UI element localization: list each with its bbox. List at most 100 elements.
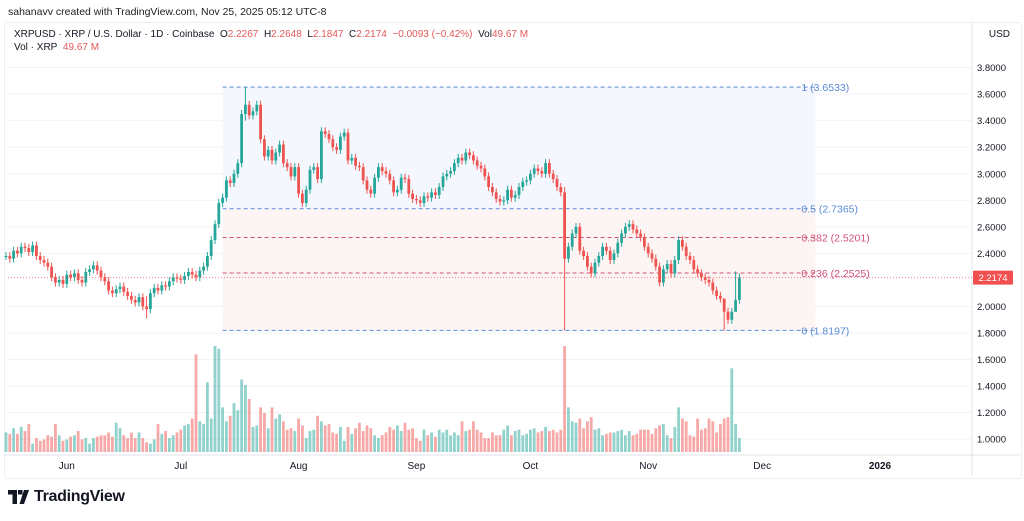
volume-bar (179, 429, 183, 452)
volume-value: 49.67 M (491, 29, 529, 40)
volume-bar (251, 426, 255, 452)
candle-body (130, 295, 133, 300)
volume-bar (472, 421, 475, 452)
volume-bar (194, 354, 198, 452)
volume-bar (130, 432, 133, 452)
volume-bar (643, 429, 646, 452)
candle-body (703, 277, 707, 280)
volume-bar (673, 426, 677, 452)
volume-bar (654, 428, 658, 452)
volume-bar (8, 433, 12, 452)
candle-body (460, 157, 464, 161)
volume-bar (312, 429, 316, 452)
volume-bar (388, 426, 392, 452)
volume-bar (551, 429, 555, 452)
y-tick-label: 3.8000 (977, 63, 1006, 74)
candle-body (392, 180, 395, 193)
volume-bar (521, 435, 525, 452)
volume-bar (384, 432, 388, 452)
volume-bar (198, 421, 202, 452)
candle-body (190, 271, 194, 275)
candle-body (308, 169, 312, 190)
volume-bar (525, 433, 528, 452)
volume-bar (453, 432, 456, 452)
volume-bar (635, 433, 639, 452)
volume-bar (411, 428, 414, 452)
volume-bar (578, 418, 582, 452)
candle-body (133, 299, 137, 303)
currency-label[interactable]: USD (988, 29, 1010, 40)
candle-body (323, 131, 327, 134)
y-tick-label: 3.6000 (977, 90, 1006, 101)
candle-body (137, 297, 141, 303)
candle-body (331, 139, 335, 148)
fib-label-0.382: 0.382 (2.5201) (801, 232, 869, 244)
candle-body (122, 286, 126, 292)
candle-body (251, 111, 255, 116)
candle-body (551, 173, 555, 180)
volume-bar (612, 432, 616, 452)
volume-bar (247, 399, 251, 452)
chart-credit: sahanavv created with TradingView.com, N… (8, 6, 327, 18)
volume-bar (103, 435, 107, 452)
volume-bar (202, 424, 205, 452)
volume-bar (282, 421, 285, 452)
candle-body (707, 279, 711, 283)
volume-bar (308, 431, 312, 452)
volume-bar (137, 432, 141, 452)
candle-body (80, 279, 84, 283)
candle-body (380, 167, 384, 172)
candle-body (422, 196, 426, 203)
volume-bar (715, 432, 718, 452)
volume-bar (156, 424, 160, 452)
volume-series-label[interactable]: Vol · XRP (14, 42, 58, 53)
volume-bar (684, 421, 688, 452)
candle-body (312, 167, 316, 170)
volume-bar (494, 435, 498, 452)
volume-bar (361, 431, 365, 452)
volume-bar (665, 435, 669, 452)
candle-body (346, 132, 350, 161)
volume-bar (320, 421, 323, 452)
candle-body (684, 246, 688, 257)
x-tick-label: Sep (408, 461, 426, 472)
candle-body (247, 104, 251, 116)
tradingview-logo[interactable]: TradingView (8, 488, 125, 506)
candle-body (209, 240, 213, 257)
x-tick-label: 2026 (869, 461, 892, 472)
candle-body (171, 277, 175, 282)
candle-body (681, 240, 684, 247)
volume-bar (225, 421, 228, 452)
open-value: 2.2267 (227, 29, 259, 40)
candle-body (456, 157, 460, 164)
candle-body (635, 229, 639, 234)
volume-bar (582, 428, 585, 452)
close-value: 2.2174 (356, 29, 387, 40)
price-chart[interactable]: 3.8000 3.6000 3.4000 3.2000 3.0000 2.8000 2.60… (0, 0, 1024, 480)
volume-bar (460, 421, 464, 452)
candle-body (213, 224, 217, 241)
volume-bar (616, 431, 620, 452)
candle-body (654, 258, 658, 267)
candle-body (92, 265, 95, 270)
volume-bar (608, 432, 612, 452)
ohlc-legend-row: XRPUSD · XRP / U.S. Dollar · 1D · Coinba… (14, 28, 528, 41)
symbol-title[interactable]: XRPUSD · XRP / U.S. Dollar · 1D · Coinba… (14, 29, 215, 40)
volume-bar (27, 424, 31, 452)
volume-bar (65, 439, 69, 452)
candle-body (168, 281, 171, 287)
y-tick-label: 3.4000 (977, 116, 1006, 127)
candle-body (198, 270, 202, 278)
volume-bar (23, 431, 27, 452)
candle-body (126, 291, 129, 296)
candle-body (388, 173, 392, 181)
candle-body (103, 277, 107, 282)
y-tick-label: 2.4000 (977, 249, 1006, 260)
low-label: L (307, 29, 313, 40)
candle-body (354, 157, 357, 166)
candle-body (616, 242, 620, 254)
volume-bar (54, 424, 57, 452)
volume-bar (403, 422, 407, 452)
candle-body (464, 152, 468, 161)
volume-bar (285, 429, 289, 452)
